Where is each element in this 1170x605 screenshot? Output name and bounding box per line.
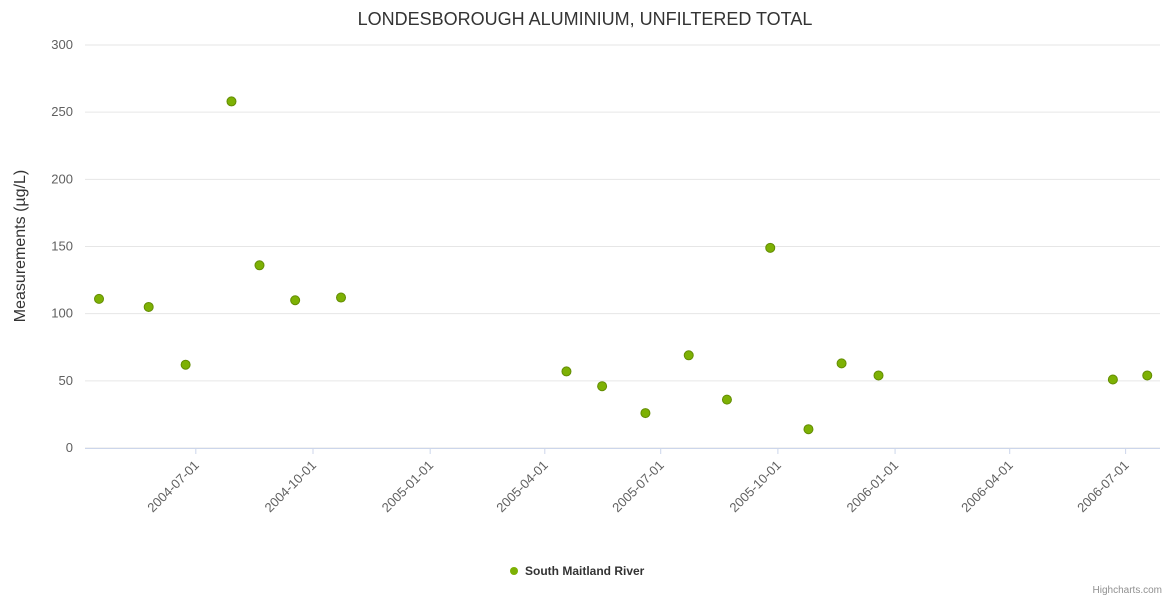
x-tick-label: 2005-04-01 xyxy=(493,458,551,516)
credits-link[interactable]: Highcharts.com xyxy=(1093,585,1162,596)
data-point[interactable] xyxy=(94,293,105,304)
x-tick-label: 2005-01-01 xyxy=(379,458,437,516)
data-points-group xyxy=(94,96,1153,435)
x-tick-label: 2006-04-01 xyxy=(958,458,1016,516)
y-tick-label: 50 xyxy=(59,373,73,388)
data-point[interactable] xyxy=(180,359,191,370)
y-axis-title: Measurements (µg/L) xyxy=(12,170,29,322)
data-point[interactable] xyxy=(143,301,154,312)
legend-item[interactable]: South Maitland River xyxy=(510,564,645,578)
y-tick-label: 250 xyxy=(51,104,73,119)
gridlines xyxy=(85,44,1160,449)
data-point[interactable] xyxy=(873,370,884,381)
x-tick-label: 2005-07-01 xyxy=(609,458,667,516)
x-tick-label: 2006-01-01 xyxy=(844,458,902,516)
data-point[interactable] xyxy=(561,366,572,377)
x-tick-label: 2005-10-01 xyxy=(726,458,784,516)
y-tick-label: 300 xyxy=(51,37,73,52)
legend-label: South Maitland River xyxy=(525,564,645,578)
legend-marker-icon xyxy=(510,567,518,575)
data-point[interactable] xyxy=(721,394,732,405)
data-point[interactable] xyxy=(1107,374,1118,385)
data-point[interactable] xyxy=(1142,370,1153,381)
y-tick-label: 100 xyxy=(51,306,73,321)
data-point[interactable] xyxy=(290,295,301,306)
chart-title: LONDESBOROUGH ALUMINIUM, UNFILTERED TOTA… xyxy=(358,9,813,29)
x-tick-label: 2006-07-01 xyxy=(1074,458,1132,516)
x-axis: 2004-07-01 2004-10-01 2005-01-01 2005-04-01… xyxy=(85,448,1160,515)
y-axis-labels: 0 50 100 150 200 250 300 xyxy=(51,37,73,455)
data-point[interactable] xyxy=(597,381,608,392)
x-tick-label: 2004-10-01 xyxy=(261,458,319,516)
data-point[interactable] xyxy=(765,242,776,253)
y-tick-label: 200 xyxy=(51,171,73,186)
y-tick-label: 0 xyxy=(66,440,73,455)
data-point[interactable] xyxy=(226,96,237,107)
data-point[interactable] xyxy=(836,358,847,369)
data-point[interactable] xyxy=(336,292,347,303)
data-point[interactable] xyxy=(683,350,694,361)
data-point[interactable] xyxy=(640,408,651,419)
data-point[interactable] xyxy=(803,424,814,435)
y-tick-label: 150 xyxy=(51,239,73,254)
x-tick-label: 2004-07-01 xyxy=(144,458,202,516)
data-point[interactable] xyxy=(254,260,265,271)
